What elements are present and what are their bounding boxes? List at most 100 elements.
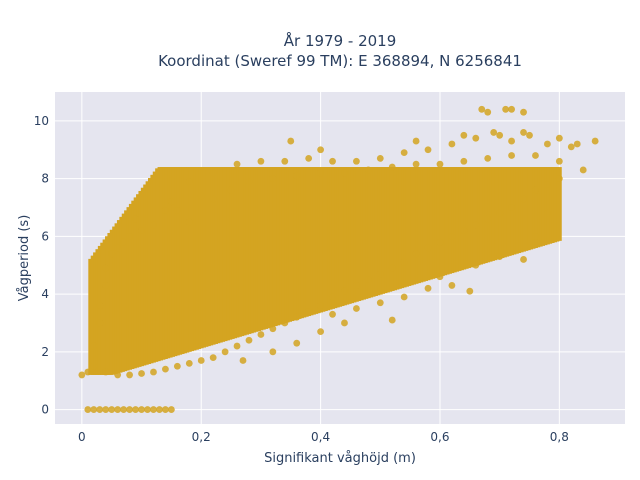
y-axis-title: Vågperiod (s) [17,215,32,302]
data-point [167,406,175,413]
data-point [466,287,474,295]
data-point [520,195,527,203]
data-point [209,169,217,177]
data-point [364,166,372,174]
data-point [185,218,193,226]
data-point [317,302,325,310]
data-point [520,256,527,263]
data-point [114,244,122,252]
data-point [90,406,98,413]
data-point [502,105,510,113]
data-point [173,362,181,370]
data-point [544,140,551,148]
data-point [424,284,432,292]
data-point [227,186,235,194]
data-point [257,157,265,165]
data-point [102,282,110,289]
data-point [197,192,205,200]
data-point [484,215,492,223]
data-point [114,406,122,413]
data-point [573,140,581,148]
data-point [388,264,396,272]
data-point [96,302,104,310]
data-point [591,137,599,145]
data-point [496,253,504,260]
data-point [167,198,175,206]
data-point [156,406,163,413]
data-point [508,137,515,145]
data-point [245,336,253,344]
data-point [555,175,563,183]
data-point [144,406,151,413]
data-point [376,155,384,162]
y-tick-label: 0 [41,403,49,417]
data-point [96,319,104,327]
data-point [353,157,360,165]
data-point [544,209,551,217]
data-point [317,146,325,154]
data-point [460,227,468,234]
data-point [162,365,169,373]
data-point [120,406,128,413]
data-point [293,313,301,321]
data-point [555,157,563,165]
data-point [508,105,515,113]
data-point [209,195,217,203]
data-point [412,250,420,258]
data-point [126,406,134,413]
data-point [376,270,384,278]
data-point [579,166,587,174]
data-point [508,152,515,159]
data-point [341,319,348,327]
data-point [460,157,468,165]
data-point [150,221,157,229]
data-point [532,186,539,194]
data-point [150,368,157,376]
data-point [90,342,98,350]
x-axis-title: Signifikant våghöjd (m) [264,451,416,466]
data-point [496,131,504,139]
data-point [269,325,277,333]
data-point [448,232,456,240]
data-points [78,105,599,413]
chart-title-line-1: År 1979 - 2019 [284,31,397,50]
data-point [532,232,539,240]
data-point [102,368,110,376]
data-point [555,134,563,142]
data-point [305,308,313,315]
data-point [460,131,468,139]
y-tick-label: 2 [41,345,49,359]
data-point [281,319,289,327]
data-point [353,305,360,312]
data-point [138,370,145,377]
data-point [472,261,480,269]
data-point [269,175,277,183]
data-point [388,316,396,324]
y-tick-label: 8 [41,172,49,186]
data-point [138,406,145,413]
data-point [520,129,527,136]
chart-title-line-2: Koordinat (Sweref 99 TM): E 368894, N 62… [158,52,522,70]
data-point [162,406,169,413]
x-axis-ticks: 0 0,2 0,4 0,6 0,8 [78,430,569,444]
data-point [329,157,336,165]
data-point [185,178,193,185]
data-point [233,160,241,168]
x-tick-label: 0,8 [550,430,569,444]
data-point [78,371,86,379]
data-point [305,155,313,162]
data-point [567,143,575,151]
data-point [364,276,372,284]
data-point [508,204,515,211]
y-tick-label: 4 [41,287,49,301]
data-point [400,149,408,157]
data-point [478,105,486,113]
data-point [526,131,533,139]
data-point [150,406,157,413]
data-point [108,406,116,413]
y-tick-label: 6 [41,229,49,243]
data-point [102,406,110,413]
data-point [448,140,456,148]
x-tick-label: 0 [78,430,86,444]
